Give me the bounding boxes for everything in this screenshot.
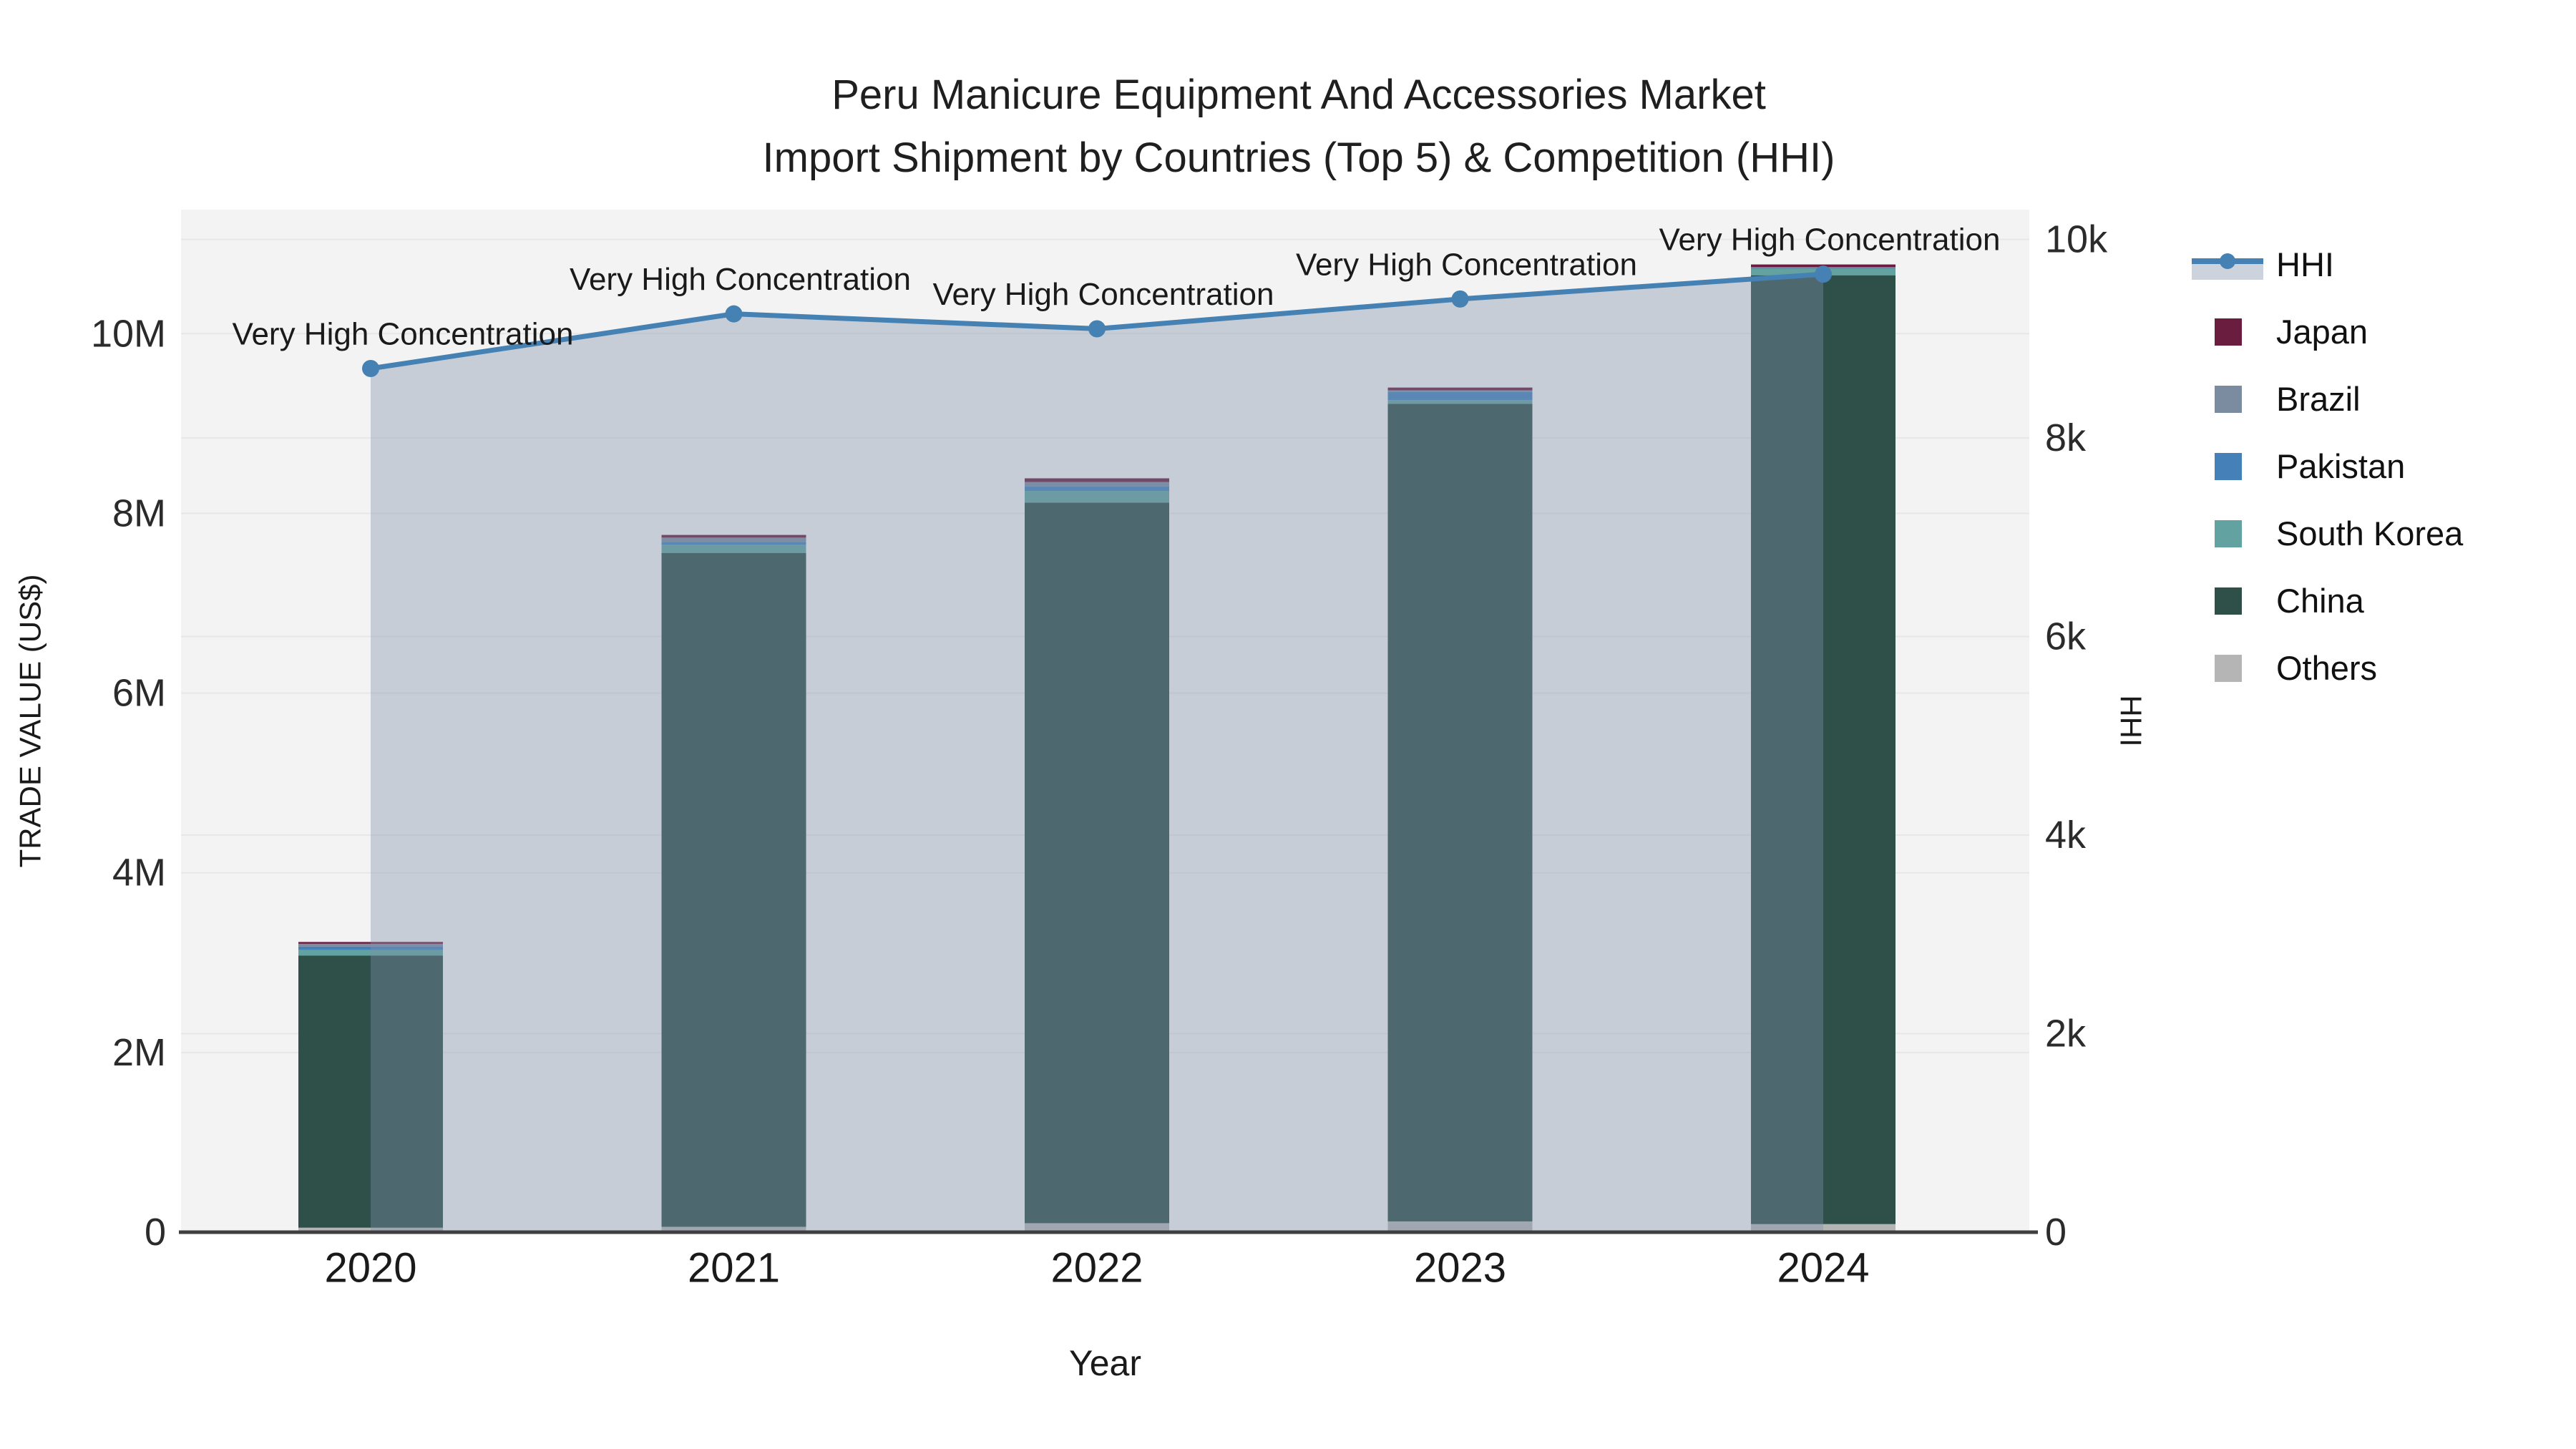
- hhi-marker-2020[interactable]: [362, 359, 379, 377]
- bar-segment-2021-south-korea[interactable]: [661, 545, 806, 553]
- legend-label: Japan: [2276, 312, 2368, 351]
- legend-label: China: [2276, 581, 2364, 620]
- y-right-tick-6k: 6k: [2045, 615, 2087, 658]
- x-tick-2024: 2024: [1777, 1245, 1869, 1292]
- hhi-dot-icon: [2220, 253, 2235, 269]
- x-axis-title: Year: [1069, 1343, 1141, 1383]
- hhi-marker-2021[interactable]: [725, 305, 743, 323]
- bar-segment-2022-pakistan[interactable]: [1025, 486, 1169, 492]
- legend-item-brazil[interactable]: Brazil: [2192, 365, 2463, 432]
- bar-segment-2023-japan[interactable]: [1387, 387, 1533, 391]
- bar-segment-2020-brazil[interactable]: [298, 943, 443, 947]
- bar-segment-2022-brazil[interactable]: [1025, 482, 1169, 487]
- y-right-tick-4k: 4k: [2045, 814, 2087, 857]
- chart-subtitle: Import Shipment by Countries (Top 5) & C…: [762, 135, 1835, 181]
- y-right-axis-title: HHI: [2114, 695, 2148, 746]
- x-tick-2021: 2021: [688, 1245, 780, 1292]
- bar-segment-2021-pakistan[interactable]: [661, 542, 806, 545]
- y-right-tick-2k: 2k: [2045, 1013, 2087, 1055]
- legend-swatch-icon: [2192, 452, 2263, 480]
- hhi-line-sample-icon: [2192, 250, 2263, 280]
- legend-swatch-icon: [2192, 653, 2263, 682]
- legend-item-south-korea[interactable]: South Korea: [2192, 499, 2463, 567]
- y-left-tick-6M: 6M: [112, 672, 166, 715]
- y-left-tick-0: 0: [145, 1211, 166, 1254]
- swatch-brazil-icon: [2215, 386, 2242, 413]
- annotation-2024: Very High Concentration: [1659, 223, 2001, 258]
- bar-segment-2022-china[interactable]: [1025, 502, 1169, 1224]
- y-left-axis-title: TRADE VALUE (US$): [14, 575, 47, 868]
- legend-label: Brazil: [2276, 379, 2361, 418]
- bar-segment-2022-others[interactable]: [1025, 1223, 1169, 1232]
- legend-swatch-icon: [2192, 519, 2263, 547]
- bar-segment-2023-others[interactable]: [1387, 1221, 1533, 1232]
- legend-item-pakistan[interactable]: Pakistan: [2192, 432, 2463, 499]
- bar-segment-2022-south-korea[interactable]: [1025, 491, 1169, 503]
- legend-item-japan[interactable]: Japan: [2192, 298, 2463, 365]
- y-left-tick-10M: 10M: [91, 312, 166, 355]
- annotation-2020: Very High Concentration: [233, 316, 574, 351]
- legend: HHI Japan Brazil Pakistan South Korea China Ot…: [2192, 230, 2463, 701]
- bar-segment-2023-brazil[interactable]: [1387, 390, 1533, 392]
- bar-segment-2021-japan[interactable]: [661, 535, 806, 538]
- legend-swatch-icon: [2192, 317, 2263, 346]
- hhi-marker-2022[interactable]: [1088, 320, 1106, 338]
- bar-segment-2021-others[interactable]: [661, 1226, 806, 1232]
- hhi-marker-2024[interactable]: [1815, 265, 1832, 283]
- bar-segment-2022-japan[interactable]: [1025, 478, 1169, 482]
- bar-segment-2021-china[interactable]: [661, 552, 806, 1227]
- legend-label: South Korea: [2276, 514, 2464, 552]
- legend-item-china[interactable]: China: [2192, 567, 2463, 634]
- bar-segment-2024-china[interactable]: [1751, 275, 1896, 1224]
- bar-segment-2023-china[interactable]: [1387, 404, 1533, 1221]
- swatch-south-korea-icon: [2215, 520, 2242, 547]
- bar-segment-2024-others[interactable]: [1751, 1224, 1896, 1232]
- annotation-2021: Very High Concentration: [570, 262, 911, 297]
- legend-label: Pakistan: [2276, 447, 2406, 485]
- chart-title: Peru Manicure Equipment And Accessories …: [831, 72, 1766, 118]
- legend-item-others[interactable]: Others: [2192, 634, 2463, 701]
- swatch-japan-icon: [2215, 318, 2242, 346]
- swatch-china-icon: [2215, 587, 2242, 615]
- legend-swatch-icon: [2192, 586, 2263, 615]
- annotation-2023: Very High Concentration: [1296, 247, 1637, 282]
- legend-item-hhi[interactable]: HHI: [2192, 230, 2463, 298]
- annotation-2022: Very High Concentration: [933, 277, 1274, 312]
- y-right-tick-8k: 8k: [2045, 416, 2087, 459]
- x-tick-2023: 2023: [1414, 1245, 1506, 1292]
- hhi-marker-2023[interactable]: [1451, 290, 1469, 308]
- bar-segment-2023-pakistan[interactable]: [1387, 391, 1533, 401]
- legend-swatch-icon: [2192, 384, 2263, 413]
- x-tick-2020: 2020: [324, 1245, 416, 1292]
- bar-segment-2020-others[interactable]: [298, 1227, 443, 1232]
- x-tick-2022: 2022: [1050, 1245, 1143, 1292]
- bar-segment-2020-china[interactable]: [298, 955, 443, 1228]
- x-axis-line: [179, 1230, 2038, 1234]
- y-right-tick-0: 0: [2045, 1211, 2067, 1254]
- bar-segment-2020-pakistan[interactable]: [298, 946, 443, 950]
- bar-segment-2023-south-korea[interactable]: [1387, 400, 1533, 404]
- y-left-tick-4M: 4M: [112, 852, 166, 894]
- legend-label: HHI: [2276, 245, 2334, 283]
- hhi-area-fill: [371, 274, 1823, 1232]
- swatch-pakistan-icon: [2215, 453, 2242, 480]
- bar-segment-2020-south-korea[interactable]: [298, 950, 443, 956]
- bar-segment-2020-japan[interactable]: [298, 942, 443, 944]
- swatch-others-icon: [2215, 655, 2242, 682]
- legend-label: Others: [2276, 648, 2378, 687]
- y-right-tick-10k: 10k: [2045, 218, 2108, 261]
- y-left-tick-2M: 2M: [112, 1031, 166, 1074]
- bar-segment-2021-brazil[interactable]: [661, 537, 806, 542]
- y-left-tick-8M: 8M: [112, 492, 166, 535]
